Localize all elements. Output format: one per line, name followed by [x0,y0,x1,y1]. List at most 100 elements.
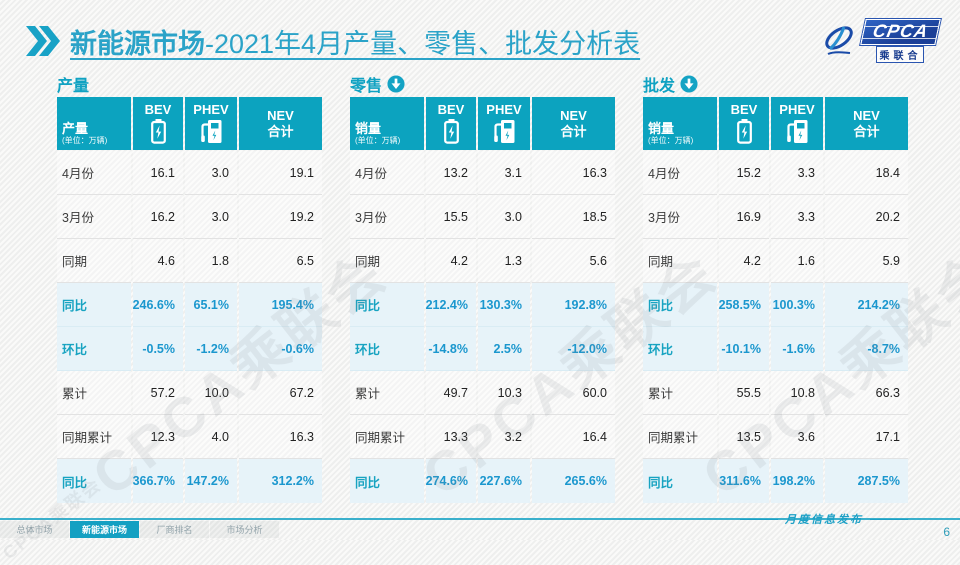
table-row: 同比 274.6% 227.6% 265.6% [350,459,615,503]
table-row: 4月份 13.2 3.1 16.3 [350,151,615,195]
value-cell: 10.0 [185,371,237,415]
value-cell: 214.2% [825,283,908,327]
page-number: 6 [943,525,950,539]
value-cell: 100.3% [771,283,823,327]
phev-header-label: PHEV [486,102,522,117]
nev-header-cell: NEV 合计 [239,97,322,150]
row-label: 累计 [643,371,717,415]
value-cell: 227.6% [478,459,530,503]
row-label: 环比 [350,327,424,371]
corner-header-label: 销量 [355,121,382,136]
value-cell: 13.3 [426,415,476,459]
value-cell: 192.8% [532,283,615,327]
ev-charger-icon [201,120,222,143]
row-label: 同期累计 [350,415,424,459]
value-cell: -0.6% [239,327,322,371]
table-section-产量: 产量 产量 (单位：万辆) BEV PHEV NEV 合计 4月份 16.1 3.0 19.1 3… [57,72,322,503]
value-cell: 13.2 [426,151,476,195]
value-cell: 17.1 [825,415,908,459]
page-title-rest: -2021年4月产量、零售、批发分析表 [205,28,641,59]
footer-tab-总体市场[interactable]: 总体市场 [0,521,69,538]
value-cell: 366.7% [133,459,183,503]
tables-row: 产量 产量 (单位：万辆) BEV PHEV NEV 合计 4月份 16.1 3.0 19.1 3… [57,72,908,503]
table-row: 同比 311.6% 198.2% 287.5% [643,459,908,503]
value-cell: 2.5% [478,327,530,371]
footer-tab-新能源市场[interactable]: 新能源市场 [70,521,139,538]
table-row: 3月份 16.2 3.0 19.2 [57,195,322,239]
ev-charger-icon [494,120,515,143]
table-row: 同比 212.4% 130.3% 192.8% [350,283,615,327]
caption-dash-right [870,518,908,520]
value-cell: 16.1 [133,151,183,195]
value-cell: 16.3 [532,151,615,195]
row-label: 4月份 [57,151,131,195]
bev-header-label: BEV [730,102,758,117]
value-cell: 147.2% [185,459,237,503]
row-label: 同期 [57,239,131,283]
table-section-零售: 零售 销量 (单位：万辆) BEV PHEV NEV 合计 4月份 13.2 3.1 16.3… [350,72,615,503]
cpca-swirl-icon [825,26,853,55]
bev-header-label: BEV [144,102,172,117]
row-label: 同比 [57,459,131,503]
value-cell: 1.8 [185,239,237,283]
table-row: 同期 4.2 1.6 5.9 [643,239,908,283]
value-cell: 3.1 [478,151,530,195]
nev-header-label-line1: NEV [267,107,294,123]
table-row: 同比 366.7% 147.2% 312.2% [57,459,322,503]
value-cell: 212.4% [426,283,476,327]
row-label: 同比 [350,283,424,327]
nev-header-cell: NEV 合计 [532,97,615,150]
value-cell: 6.5 [239,239,322,283]
phev-header-label: PHEV [193,102,229,117]
phev-header-cell: PHEV [185,97,237,150]
row-label: 同比 [643,459,717,503]
value-cell: 66.3 [825,371,908,415]
down-arrow-icon [680,75,698,93]
value-cell: 198.2% [771,459,823,503]
footer-tab-厂商排名[interactable]: 厂商排名 [140,521,209,538]
value-cell: 4.6 [133,239,183,283]
page-title-emphasis: 新能源市场 [70,28,205,59]
section-title: 批发 [643,78,676,95]
value-cell: 49.7 [426,371,476,415]
phev-header-label: PHEV [779,102,815,117]
footer-tab-市场分析[interactable]: 市场分析 [210,521,279,538]
value-cell: 3.3 [771,195,823,239]
table-header-row: 销量 (单位：万辆) BEV PHEV NEV 合计 [643,97,908,150]
footer-divider [0,518,960,520]
value-cell: 5.6 [532,239,615,283]
corner-header-unit: (单位：万辆) [355,136,401,145]
row-label: 3月份 [57,195,131,239]
nev-header-label-line2: 合计 [853,123,880,139]
nev-header-label-line1: NEV [853,107,880,123]
table-row: 同比 246.6% 65.1% 195.4% [57,283,322,327]
table-row: 同期 4.2 1.3 5.6 [350,239,615,283]
value-cell: 16.4 [532,415,615,459]
value-cell: 4.2 [719,239,769,283]
value-cell: 15.2 [719,151,769,195]
corner-header-cell: 销量 (单位：万辆) [643,97,717,150]
section-title: 零售 [350,78,383,95]
value-cell: 55.5 [719,371,769,415]
value-cell: 65.1% [185,283,237,327]
row-label: 同比 [643,283,717,327]
value-cell: 67.2 [239,371,322,415]
battery-icon [150,119,166,144]
table-section-批发: 批发 销量 (单位：万辆) BEV PHEV NEV 合计 4月份 15.2 3.3 18.4… [643,72,908,503]
nev-header-label-line2: 合计 [560,123,587,139]
slide-header: 新能源市场-2021年4月产量、零售、批发分析表 CPCA 乘联合 [26,18,941,64]
value-cell: 1.6 [771,239,823,283]
phev-header-cell: PHEV [478,97,530,150]
row-label: 3月份 [643,195,717,239]
value-cell: 5.9 [825,239,908,283]
value-cell: 3.2 [478,415,530,459]
table-row: 4月份 15.2 3.3 18.4 [643,151,908,195]
value-cell: -12.0% [532,327,615,371]
phev-header-cell: PHEV [771,97,823,150]
value-cell: 4.2 [426,239,476,283]
corner-header-unit: (单位：万辆) [62,136,108,145]
row-label: 累计 [350,371,424,415]
section-head: 产量 [57,72,322,96]
row-label: 同比 [350,459,424,503]
row-label: 同期累计 [643,415,717,459]
